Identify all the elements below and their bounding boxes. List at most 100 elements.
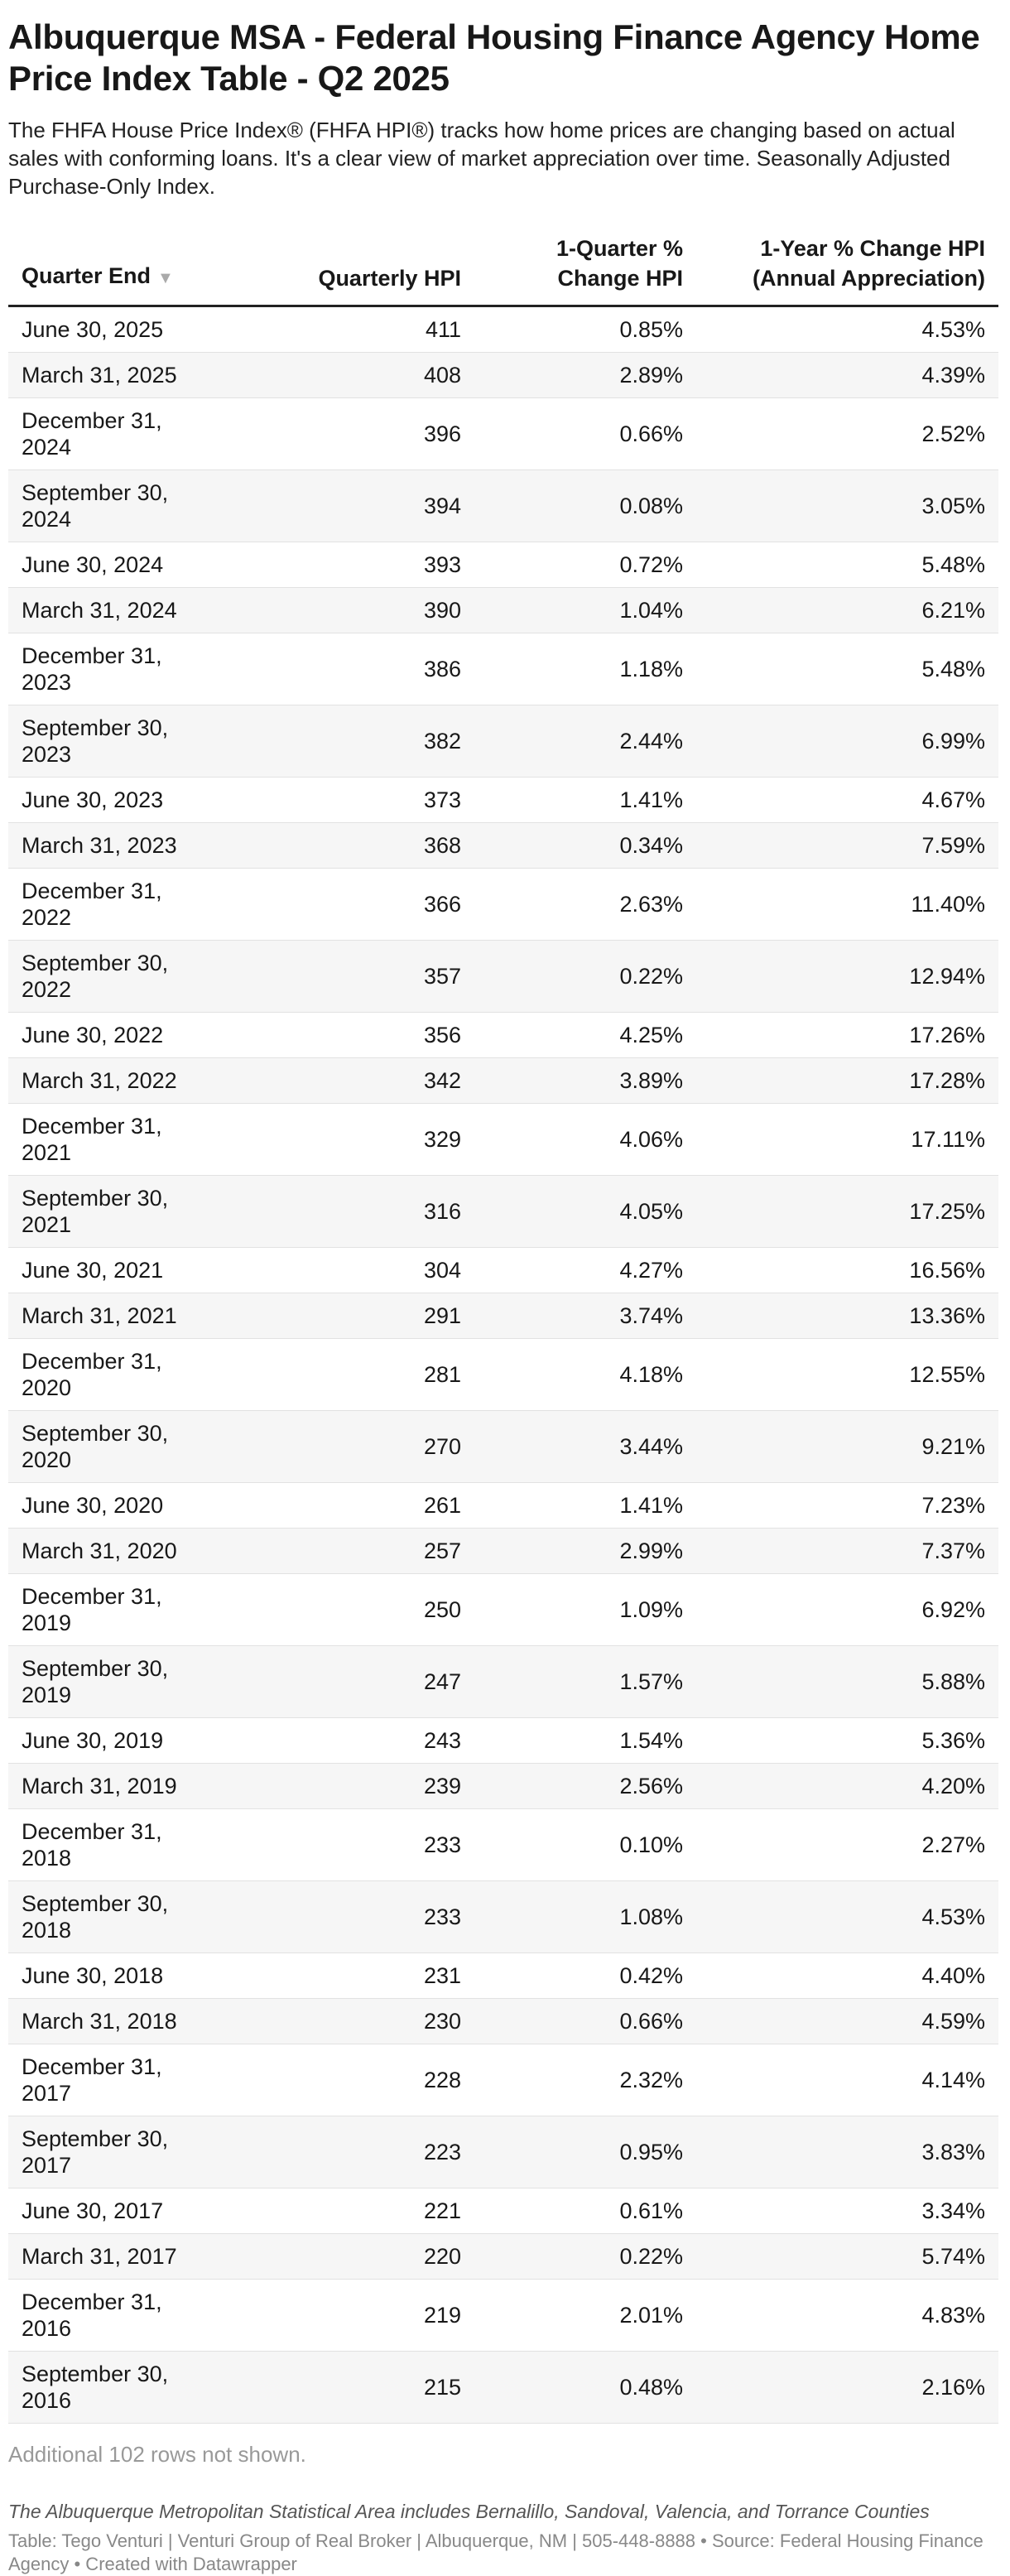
table-row: March 31, 2018 230 0.66% 4.59%: [8, 1998, 998, 2044]
cell-text: September 30, 2020: [22, 1421, 169, 1472]
table-cell: 396: [248, 397, 474, 470]
table-cell: 0.72%: [474, 542, 696, 588]
table-cell: 4.67%: [696, 777, 998, 823]
cell-text: 4.53%: [921, 1904, 985, 1929]
cell-text: 1.41%: [619, 1493, 683, 1518]
sort-icon[interactable]: ▼: [157, 269, 174, 287]
table-cell: 0.61%: [474, 2188, 696, 2234]
table-cell: 1.09%: [474, 1573, 696, 1646]
table-cell: 366: [248, 868, 474, 941]
table-cell: June 30, 2023: [8, 777, 248, 823]
table-cell: 230: [248, 1998, 474, 2044]
cell-text: 3.89%: [619, 1068, 683, 1093]
cell-text: June 30, 2020: [22, 1493, 164, 1518]
cell-text: 316: [423, 1199, 461, 1224]
column-header[interactable]: 1-Quarter % Change HPI: [474, 234, 696, 307]
table-cell: 4.06%: [474, 1103, 696, 1176]
cell-text: 239: [423, 1774, 461, 1798]
cell-text: December 31, 2022: [22, 879, 162, 930]
table-cell: 5.48%: [696, 542, 998, 588]
column-header[interactable]: Quarter End ▼: [8, 234, 248, 307]
table-cell: September 30, 2023: [8, 705, 248, 778]
cell-text: 4.14%: [921, 2068, 985, 2092]
table-body: June 30, 2025 411 0.85% 4.53% March 31, 2025…: [8, 306, 998, 2424]
table-cell: 0.95%: [474, 2116, 696, 2188]
title: Albuquerque MSA - Federal Housing Financ…: [8, 17, 980, 98]
table-cell: 5.88%: [696, 1645, 998, 1718]
table-cell: 386: [248, 633, 474, 705]
table-cell: 281: [248, 1338, 474, 1411]
table-cell: September 30, 2019: [8, 1645, 248, 1718]
table-cell: 2.32%: [474, 2044, 696, 2116]
cell-text: 2.27%: [921, 1832, 985, 1857]
cell-text: 7.59%: [921, 833, 985, 858]
cell-text: 386: [423, 657, 461, 681]
table-cell: December 31, 2017: [8, 2044, 248, 2116]
cell-text: 7.23%: [921, 1493, 985, 1518]
cell-text: 396: [423, 421, 461, 446]
table-cell: December 31, 2024: [8, 397, 248, 470]
table-cell: March 31, 2025: [8, 352, 248, 398]
table-row: March 31, 2017 220 0.22% 5.74%: [8, 2233, 998, 2280]
table-row: June 30, 2020 261 1.41% 7.23%: [8, 1482, 998, 1529]
cell-text: 342: [423, 1068, 461, 1093]
cell-text: 368: [423, 833, 461, 858]
table-cell: March 31, 2020: [8, 1528, 248, 1574]
table-cell: 270: [248, 1410, 474, 1483]
cell-text: June 30, 2018: [22, 1963, 164, 1988]
table-row: June 30, 2017 221 0.61% 3.34%: [8, 2188, 998, 2234]
cell-text: 411: [425, 317, 461, 342]
column-header[interactable]: Quarterly HPI: [248, 234, 474, 307]
cell-text: 233: [423, 1904, 461, 1929]
cell-text: June 30, 2024: [22, 552, 164, 577]
cell-text: June 30, 2022: [22, 1023, 164, 1047]
table-row: September 30, 2018 233 1.08% 4.53%: [8, 1880, 998, 1953]
cell-text: September 30, 2021: [22, 1186, 169, 1237]
table-cell: 17.25%: [696, 1175, 998, 1248]
table-cell: 9.21%: [696, 1410, 998, 1483]
table-cell: 4.53%: [696, 306, 998, 353]
cell-text: 0.22%: [619, 964, 683, 989]
table-cell: March 31, 2017: [8, 2233, 248, 2280]
cell-text: 9.21%: [921, 1434, 985, 1459]
cell-text: 6.92%: [921, 1597, 985, 1622]
table-cell: 12.55%: [696, 1338, 998, 1411]
table-cell: 17.11%: [696, 1103, 998, 1176]
cell-text: March 31, 2025: [22, 363, 177, 388]
table-cell: 394: [248, 469, 474, 542]
table-cell: 4.59%: [696, 1998, 998, 2044]
cell-text: 2.16%: [921, 2375, 985, 2400]
table-cell: December 31, 2022: [8, 868, 248, 941]
cell-text: 215: [423, 2375, 461, 2400]
table-row: December 31, 2018 233 0.10% 2.27%: [8, 1808, 998, 1881]
table-cell: 0.66%: [474, 397, 696, 470]
cell-text: 4.27%: [619, 1258, 683, 1283]
cell-text: June 30, 2025: [22, 317, 164, 342]
cell-text: June 30, 2023: [22, 787, 164, 812]
cell-text: 2.56%: [619, 1774, 683, 1798]
table-cell: 11.40%: [696, 868, 998, 941]
table-cell: 4.14%: [696, 2044, 998, 2116]
table-cell: 239: [248, 1763, 474, 1809]
table-row: September 30, 2021 316 4.05% 17.25%: [8, 1175, 998, 1248]
cell-text: September 30, 2016: [22, 2362, 169, 2413]
cell-text: 1.54%: [619, 1728, 683, 1753]
table-cell: 2.27%: [696, 1808, 998, 1881]
cell-text: 0.10%: [619, 1832, 683, 1857]
table-cell: 382: [248, 705, 474, 778]
table-cell: 12.94%: [696, 940, 998, 1013]
table-cell: 3.34%: [696, 2188, 998, 2234]
cell-text: March 31, 2019: [22, 1774, 177, 1798]
table-cell: December 31, 2016: [8, 2279, 248, 2352]
column-header-text: 1-Year % Change HPI (Annual Appreciation…: [753, 236, 985, 291]
table-cell: March 31, 2019: [8, 1763, 248, 1809]
column-header[interactable]: 1-Year % Change HPI (Annual Appreciation…: [696, 234, 998, 307]
table-row: March 31, 2021 291 3.74% 13.36%: [8, 1293, 998, 1339]
table-cell: March 31, 2023: [8, 822, 248, 869]
cell-text: 233: [423, 1832, 461, 1857]
description: The FHFA House Price Index® (FHFA HPI®) …: [8, 118, 955, 199]
table-cell: June 30, 2024: [8, 542, 248, 588]
table-cell: September 30, 2024: [8, 469, 248, 542]
cell-text: 0.22%: [619, 2244, 683, 2269]
table-cell: 411: [248, 306, 474, 353]
